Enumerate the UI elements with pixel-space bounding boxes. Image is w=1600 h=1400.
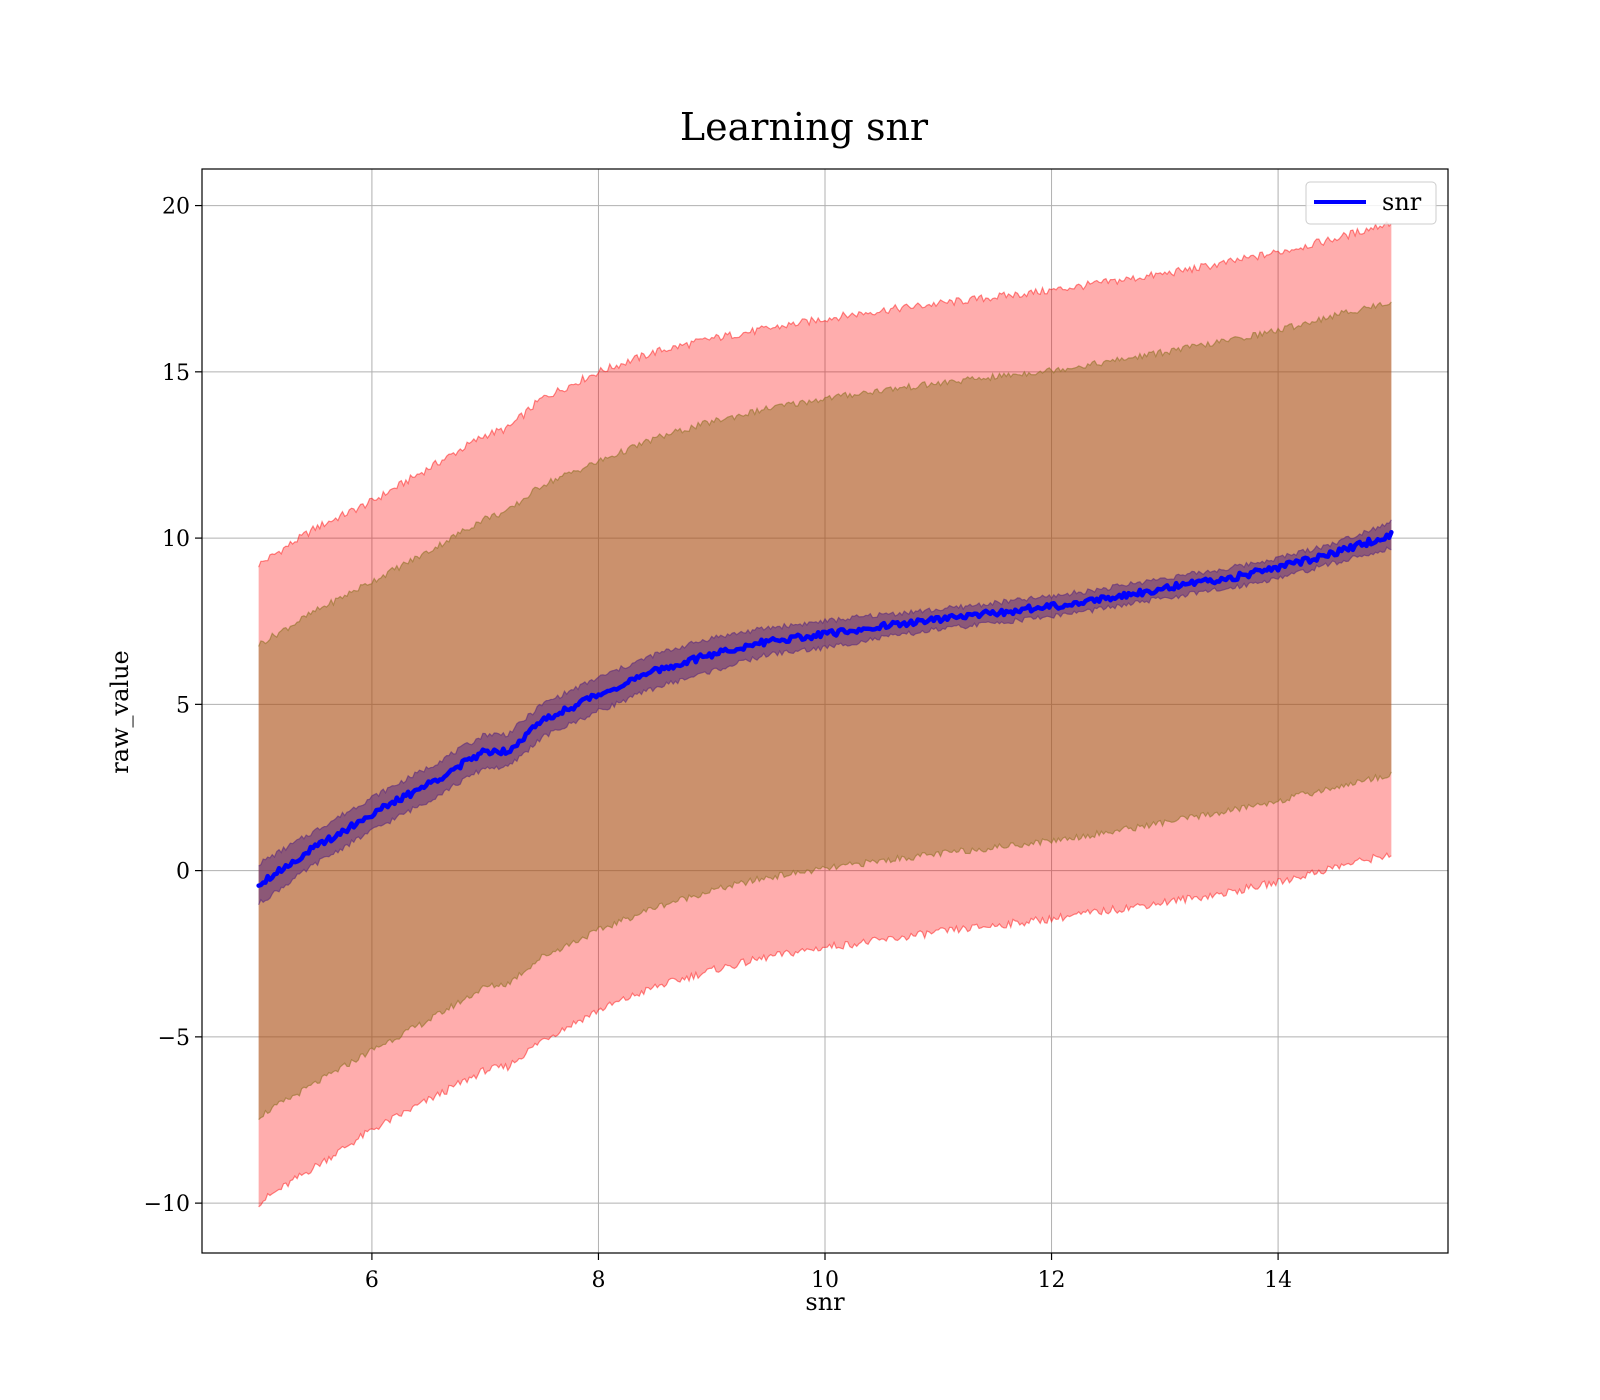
x-tick-label-3: 12 (1038, 1268, 1066, 1293)
band-outer-upper-edge (258, 220, 1392, 568)
band-outer-lower-edge (258, 852, 1392, 1208)
x-axis-ticks: 6 8 10 12 14 (365, 1253, 1292, 1293)
x-tick-label-4: 14 (1264, 1268, 1292, 1293)
legend: snr (1305, 181, 1437, 225)
band-middle (258, 301, 1392, 1120)
x-tick-label-1: 8 (591, 1268, 605, 1293)
y-tick-label-1: −5 (158, 1026, 190, 1051)
band-inner-upper-edge (258, 519, 1392, 867)
grid-lines (202, 169, 1448, 1253)
y-axis-ticks: −10 −5 0 5 10 15 20 (144, 195, 202, 1217)
series-lines (256, 530, 1394, 888)
chart-title: Learning snr (680, 105, 929, 149)
legend-label-snr: snr (1382, 188, 1422, 216)
y-tick-label-0: −10 (144, 1192, 190, 1217)
series-line-snr (256, 530, 1394, 888)
y-tick-label-5: 15 (162, 361, 190, 386)
band-outer (258, 221, 1392, 1207)
band-middle-upper-edge (258, 301, 1392, 647)
y-tick-label-6: 20 (162, 195, 190, 220)
y-axis-label: raw_value (106, 650, 134, 774)
y-tick-label-3: 5 (176, 693, 190, 718)
confidence-bands (258, 220, 1392, 1208)
band-inner-lower-edge (258, 546, 1392, 905)
x-tick-label-2: 10 (811, 1268, 839, 1293)
legend-box (1305, 181, 1437, 225)
y-tick-label-4: 10 (162, 527, 190, 552)
y-tick-label-2: 0 (176, 860, 190, 885)
band-middle-lower-edge (258, 771, 1392, 1121)
x-axis-label: snr (805, 1288, 845, 1316)
band-inner (258, 519, 1392, 905)
x-tick-label-0: 6 (365, 1268, 379, 1293)
